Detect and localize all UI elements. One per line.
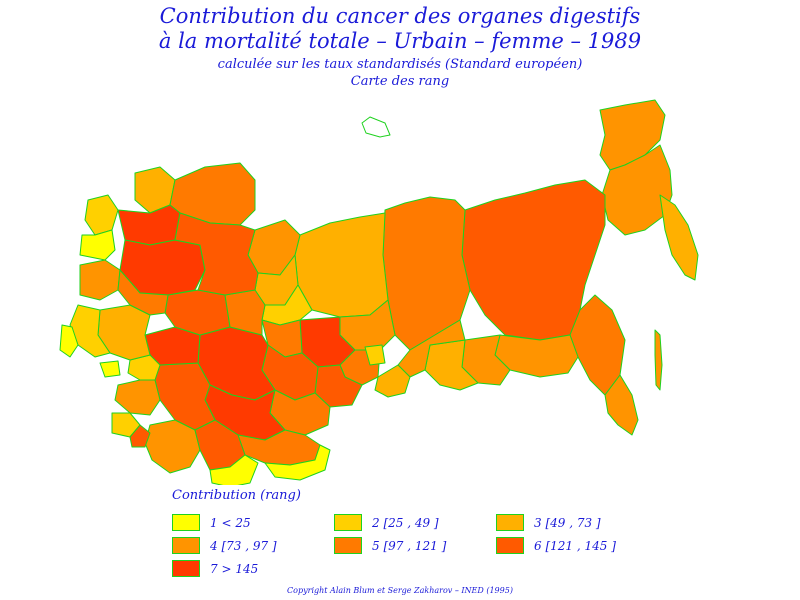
region-primorye: [604, 374, 639, 436]
map-legend: Contribution (rang) 1 < 25 2 [25 , 49 ] …: [172, 488, 672, 578]
region-central-east: [174, 212, 259, 296]
region-turkmenistan: [144, 419, 201, 474]
legend-label-6: 6 [121 , 145 ]: [534, 538, 616, 553]
region-tajikistan: [209, 454, 259, 485]
region-lithuania: [79, 229, 116, 261]
region-tyumen: [294, 212, 389, 318]
legend-label-2: 2 [25 , 49 ]: [372, 515, 439, 530]
legend-item-4: 4 [73 , 97 ]: [172, 536, 334, 555]
region-belarus: [79, 259, 121, 301]
legend-label-5: 5 [97 , 121 ]: [372, 538, 447, 553]
legend-title: Contribution (rang): [172, 488, 301, 503]
legend-swatch-7: [172, 560, 200, 577]
legend-label-1: 1 < 25: [210, 515, 251, 530]
region-central-south: [117, 269, 169, 316]
legend-item-6: 6 [121 , 145 ]: [496, 536, 658, 555]
title-block: Contribution du cancer des organes diges…: [0, 4, 800, 90]
legend-label-3: 3 [49 , 73 ]: [534, 515, 601, 530]
legend-swatch-2: [334, 514, 362, 531]
region-novaya-zemlya: [361, 116, 391, 138]
region-yakutia: [461, 179, 606, 341]
legend-swatch-1: [172, 514, 200, 531]
legend-swatch-3: [496, 514, 524, 531]
legend-item-2: 2 [25 , 49 ]: [334, 513, 496, 532]
region-tuva: [374, 364, 411, 398]
legend-swatch-4: [172, 537, 200, 554]
region-kamchatka: [659, 194, 699, 281]
legend-item-7: 7 > 145: [172, 559, 334, 578]
region-buryatia: [424, 339, 479, 391]
map-title-line-2: à la mortalité totale – Urbain – femme –…: [158, 29, 642, 53]
legend-item-1: 1 < 25: [172, 513, 334, 532]
region-khakassia: [364, 344, 386, 366]
legend-item-3: 3 [49 , 73 ]: [496, 513, 658, 532]
region-kyrgyzstan: [264, 444, 331, 481]
region-caucasus: [114, 379, 161, 416]
map-caption: Carte des rang: [350, 74, 450, 89]
legend-swatch-5: [334, 537, 362, 554]
region-moldova: [59, 324, 79, 358]
region-sakhalin: [654, 329, 663, 391]
map-title-line-1: Contribution du cancer des organes diges…: [159, 4, 641, 28]
legend-label-7: 7 > 145: [210, 561, 259, 576]
region-khabarovsk: [569, 294, 626, 396]
region-armenia: [129, 424, 151, 448]
legend-label-4: 4 [73 , 97 ]: [210, 538, 277, 553]
region-baltic: [84, 194, 119, 236]
copyright-notice: Copyright Alain Blum et Serge Zakharov –…: [287, 586, 513, 595]
legend-item-5: 5 [97 , 121 ]: [334, 536, 496, 555]
legend-swatch-6: [496, 537, 524, 554]
choropleth-map: [59, 99, 699, 485]
legend-grid: 1 < 25 2 [25 , 49 ] 3 [49 , 73 ] 4 [73 ,…: [172, 513, 672, 578]
map-subtitle: calculée sur les taux standardisés (Stan…: [217, 57, 583, 72]
region-crimea: [99, 360, 121, 378]
